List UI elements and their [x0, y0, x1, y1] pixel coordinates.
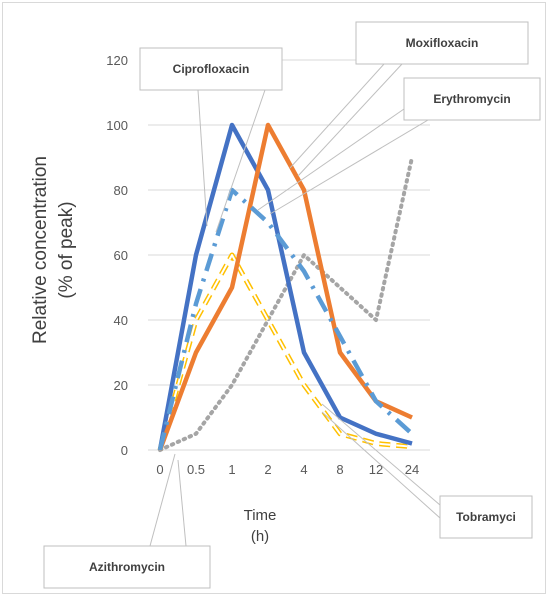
callout-box-ciprofloxacin — [139, 47, 283, 91]
y-tick-label: 0 — [121, 443, 128, 458]
gridlines — [148, 59, 430, 451]
callout-leader-erythromycin — [269, 119, 429, 215]
x-tick-label: 12 — [369, 462, 383, 477]
x-tick-label: 4 — [300, 462, 307, 477]
y-tick-label: 20 — [114, 378, 128, 393]
x-tick-label: 2 — [264, 462, 271, 477]
callout-leader-erythromycin — [257, 108, 405, 211]
callout-leader-ciprofloxacin — [197, 89, 208, 227]
y-tick-label: 80 — [114, 183, 128, 198]
callout-label-erythromycin: Erythromycin — [433, 92, 510, 106]
callout-leader-lines — [149, 63, 441, 547]
callout-box-tobramyci — [439, 495, 533, 539]
x-tick-label: 0 — [156, 462, 163, 477]
callout-leader-ciprofloxacin — [215, 89, 266, 233]
callout-box-moxifloxacin — [355, 21, 529, 65]
callout-leader-tobramyci — [321, 411, 441, 519]
callout-label-azithromycin: Azithromycin — [89, 560, 165, 574]
series-line-tobramyci-inner — [159, 254, 413, 451]
series-line-ciprofloxacin — [157, 122, 413, 451]
callout-leader-moxifloxacin — [289, 63, 385, 169]
y-tick-label: 40 — [114, 313, 128, 328]
y-tick-label: 100 — [106, 118, 128, 133]
series-line-moxifloxacin — [157, 122, 413, 451]
callout-label-moxifloxacin: Moxifloxacin — [406, 36, 479, 50]
x-tick-label: 0.5 — [187, 462, 205, 477]
series-lines — [157, 122, 414, 452]
callout-box-azithromycin — [43, 545, 211, 589]
callout-leader-tobramyci — [321, 403, 441, 506]
callout-label-tobramyci: Tobramyci — [456, 510, 516, 524]
y-tick-labels: 0 20 40 60 80 100 120 — [106, 53, 128, 458]
callout-label-ciprofloxacin: Ciprofloxacin — [173, 62, 250, 76]
x-axis-title: Time (h) — [244, 507, 277, 545]
series-line-azithromycin — [158, 155, 414, 452]
callout-leader-azithromycin — [177, 459, 187, 547]
x-tick-label: 24 — [405, 462, 419, 477]
y-tick-label: 120 — [106, 53, 128, 68]
x-tick-label: 1 — [228, 462, 235, 477]
callout-box-erythromycin — [403, 77, 541, 121]
y-tick-label: 60 — [114, 248, 128, 263]
series-line-erythromycin — [157, 187, 414, 451]
x-tick-labels: 0 0.5 1 2 4 8 12 24 — [156, 462, 419, 477]
x-tick-label: 8 — [336, 462, 343, 477]
callout-boxes: Ciprofloxacin Moxifloxacin Erythromycin Azi… — [43, 21, 541, 589]
y-axis-title: Relative concentration (% of peak) — [30, 156, 77, 344]
callout-leader-azithromycin — [149, 453, 176, 547]
callout-leader-moxifloxacin — [297, 63, 403, 177]
